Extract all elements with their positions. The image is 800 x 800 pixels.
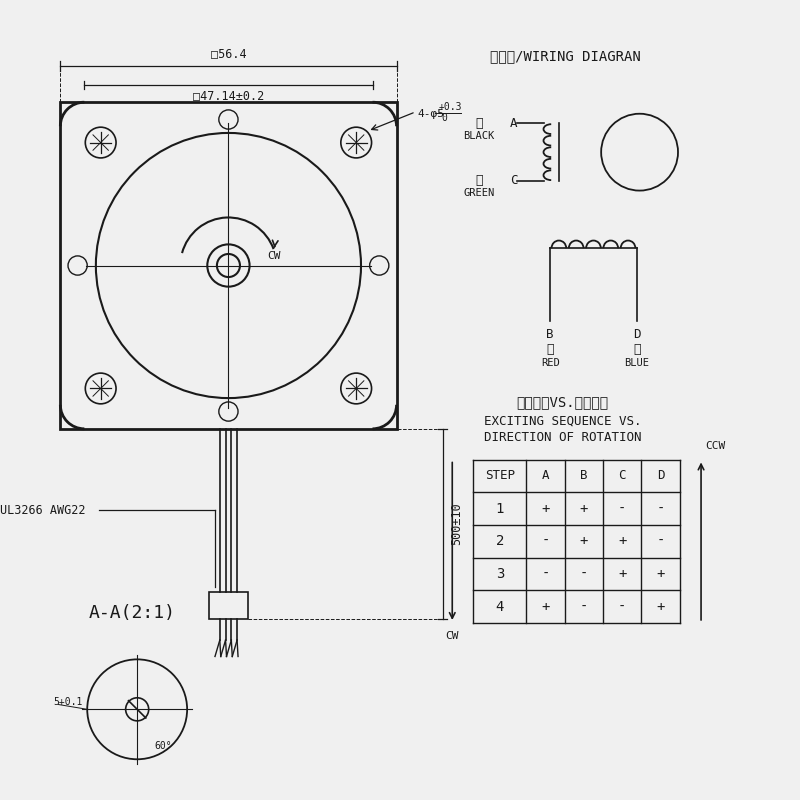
Text: 500±10: 500±10: [450, 502, 463, 546]
Text: B: B: [546, 328, 554, 341]
Text: 接线图/WIRING DIAGRAN: 接线图/WIRING DIAGRAN: [490, 49, 641, 63]
Text: +: +: [618, 534, 626, 548]
Text: -: -: [580, 567, 588, 581]
Text: D: D: [657, 470, 665, 482]
Text: 4: 4: [496, 599, 504, 614]
Text: A-A(2:1): A-A(2:1): [89, 604, 176, 622]
Text: 60°: 60°: [154, 741, 172, 751]
Text: CW: CW: [267, 251, 280, 261]
Text: +: +: [657, 599, 665, 614]
Text: C: C: [510, 174, 518, 187]
Text: DIRECTION OF ROTATION: DIRECTION OF ROTATION: [484, 431, 642, 444]
Text: +: +: [580, 502, 588, 515]
Text: □47.14±0.2: □47.14±0.2: [193, 89, 264, 102]
Text: D: D: [633, 328, 641, 341]
Text: 3: 3: [496, 567, 504, 581]
Text: -: -: [618, 502, 626, 515]
Text: 0: 0: [442, 113, 447, 122]
Text: -: -: [657, 534, 665, 548]
Text: 4-φ5: 4-φ5: [418, 109, 445, 118]
Text: EXCITING SEQUENCE VS.: EXCITING SEQUENCE VS.: [484, 414, 642, 428]
Text: BLACK: BLACK: [463, 131, 494, 141]
Text: A: A: [510, 117, 518, 130]
Text: -: -: [657, 502, 665, 515]
Text: RED: RED: [541, 358, 560, 369]
Text: 红: 红: [546, 342, 554, 355]
Text: +: +: [657, 567, 665, 581]
Text: +: +: [542, 502, 550, 515]
Text: -: -: [580, 599, 588, 614]
Text: +0.3: +0.3: [439, 102, 462, 112]
Text: 纺: 纺: [475, 174, 483, 187]
Text: +: +: [542, 599, 550, 614]
Text: -: -: [542, 534, 550, 548]
Text: CW: CW: [446, 631, 459, 642]
Text: CCW: CCW: [705, 441, 725, 451]
Text: A: A: [542, 470, 549, 482]
Bar: [60, 102, 397, 429]
Text: UL3266 AWG22: UL3266 AWG22: [0, 504, 86, 517]
Bar: [210, 592, 248, 619]
Text: +: +: [618, 567, 626, 581]
Text: 1: 1: [496, 502, 504, 515]
Text: 黑: 黑: [475, 117, 483, 130]
Text: 2: 2: [496, 534, 504, 548]
Text: 蓝: 蓝: [633, 342, 641, 355]
Text: BLUE: BLUE: [624, 358, 649, 369]
Text: B: B: [580, 470, 588, 482]
Text: C: C: [618, 470, 626, 482]
Text: 励磁顺序VS.旋转方向: 励磁顺序VS.旋转方向: [517, 395, 609, 409]
Text: -: -: [542, 567, 550, 581]
Text: GREEN: GREEN: [463, 189, 494, 198]
Text: +: +: [580, 534, 588, 548]
Text: 5+0.1: 5+0.1: [54, 697, 82, 706]
Text: -: -: [618, 599, 626, 614]
Text: □56.4: □56.4: [210, 48, 246, 61]
Text: STEP: STEP: [485, 470, 515, 482]
